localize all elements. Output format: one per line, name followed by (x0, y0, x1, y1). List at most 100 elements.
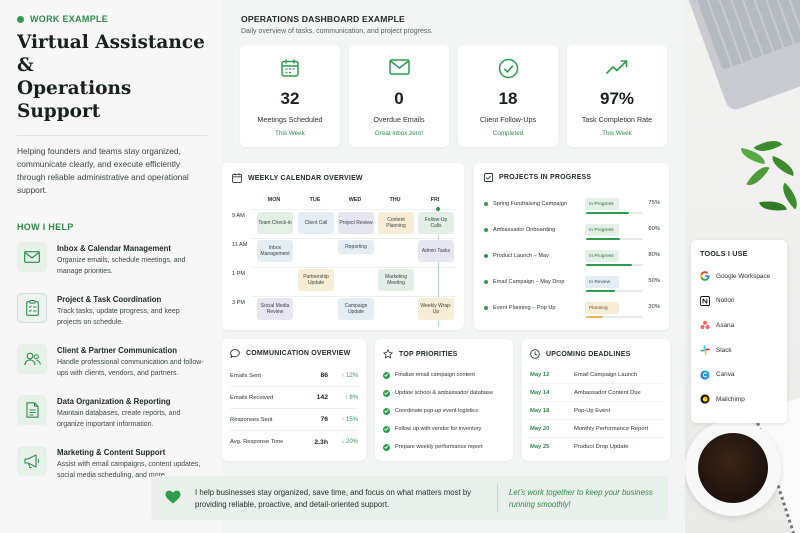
help-item-inbox: Inbox & Calendar Management Organize ema… (17, 242, 206, 293)
progress-percent: 60% (648, 226, 660, 232)
progress-bar (586, 212, 643, 214)
grid-line (252, 209, 455, 210)
progress-percent: 75% (648, 200, 660, 206)
now-dot (436, 207, 440, 211)
notion-icon (700, 295, 710, 306)
hero-description: Helping founders and teams stay organize… (17, 146, 189, 195)
calendar-event[interactable]: Admin Tasks (418, 240, 454, 262)
progress-fill (586, 212, 629, 214)
projects-heading: PROJECTS IN PROGRESS (484, 173, 659, 182)
stat-card-completion: 97% Task Completion Rate This Week (567, 45, 667, 147)
progress-bar (586, 238, 643, 240)
comm-row: Avg. Response Time 2.3h ↓ 20% (230, 438, 358, 446)
slack-icon (700, 345, 710, 355)
status-badge: In Progress (585, 250, 619, 262)
banner-divider (497, 484, 498, 512)
calendar-event[interactable]: Campaign Update (338, 298, 374, 320)
status-dot-icon (484, 228, 488, 232)
calendar-event[interactable]: Team Check-in (257, 212, 293, 234)
calendar-event[interactable]: Marketing Meeting (378, 269, 414, 291)
deadline-row[interactable]: May 12 Email Campaign Launch (530, 366, 662, 384)
status-badge: In Progress (585, 224, 619, 236)
deadline-row[interactable]: May 18 Pop-Up Event (530, 402, 662, 420)
calendar-event[interactable]: Weekly Wrap-Up (418, 298, 454, 320)
tool-canva: Canva (700, 362, 778, 387)
comm-row: Emails Received 142 ↑ 8% (230, 387, 358, 409)
check-icon (383, 407, 390, 415)
mail-icon (349, 58, 449, 80)
comm-row: Responses Sent 76 ↑ 15% (230, 409, 358, 431)
document-icon (17, 395, 47, 425)
calendar-event[interactable]: Partnership Update (298, 269, 334, 291)
calendar-event[interactable]: Project Review (338, 212, 374, 234)
calendar-event[interactable]: Follow-Up Calls (418, 212, 454, 234)
stat-label: Overdue Emails (373, 115, 425, 124)
help-item-marketing: Marketing & Content Support Assist with … (17, 446, 206, 497)
calendar-event[interactable]: Inbox Management (257, 240, 293, 262)
calendar-heading: WEEKLY CALENDAR OVERVIEW (232, 173, 454, 183)
tool-list: Google Workspace Notion Asana Slack Canv… (700, 264, 778, 412)
help-item-project: Project & Task Coordination Track tasks,… (17, 293, 206, 344)
project-row[interactable]: Spring Fundraising Campaign In Progress … (484, 197, 660, 214)
calendar-event[interactable]: Content Planning (378, 212, 414, 234)
progress-bar (586, 316, 643, 318)
stat-foot: Completed (492, 130, 524, 137)
communication-card: COMMUNICATION OVERVIEW Emails Sent 86 ↑ … (222, 339, 366, 461)
left-panel: WORK EXAMPLE Virtual Assistance & Operat… (0, 0, 222, 533)
priorities-heading: TOP PRIORITIES (383, 349, 505, 359)
project-row[interactable]: Product Launch – May In Progress 80% (484, 249, 660, 266)
grid-line (252, 267, 455, 268)
project-row[interactable]: Ambassador Onboarding In Progress 60% (484, 223, 660, 240)
priority-item[interactable]: Follow up with vendor for inventory (383, 420, 481, 438)
time-label: 9 AM (232, 213, 245, 219)
calendar-event[interactable]: Reporting (338, 240, 374, 254)
help-item-communication: Client & Partner Communication Handle pr… (17, 344, 206, 395)
plant-leaf (746, 161, 770, 191)
status-dot-icon (484, 202, 488, 206)
stat-foot: This Week (275, 130, 305, 137)
hero-title: Virtual Assistance & Operations Support (17, 32, 205, 122)
day-header: THU (389, 197, 401, 203)
stat-foot: This Week (602, 130, 632, 137)
deadline-row[interactable]: May 20 Monthly Performance Report (530, 420, 662, 438)
banner-cta: Let’s work together to keep your busines… (509, 488, 653, 509)
google-icon (700, 271, 710, 282)
calendar-event[interactable]: Client Call (298, 212, 334, 234)
plant-leaf (759, 197, 787, 215)
checkbox-icon (484, 173, 493, 182)
weekly-calendar-card: WEEKLY CALENDAR OVERVIEW MON TUE WED THU… (222, 163, 464, 330)
priority-item[interactable]: Finalize email campaign content (383, 366, 475, 384)
check-circle-icon (458, 58, 558, 80)
priority-item[interactable]: Update school & ambassador database (383, 384, 493, 402)
status-badge: In Progress (585, 198, 619, 210)
banner-text: I help businesses stay organized, save t… (195, 488, 472, 509)
calendar-event[interactable]: Social Media Review (257, 298, 293, 320)
check-icon (383, 389, 390, 397)
deadline-row[interactable]: May 25 Product Drop Update (530, 444, 629, 450)
progress-fill (586, 238, 621, 240)
priority-item[interactable]: Prepare weekly performance report (383, 438, 483, 456)
stat-card-emails: 0 Overdue Emails Great inbox zero! (349, 45, 449, 147)
tools-card: TOOLS I USE Google Workspace Notion Asan… (691, 240, 787, 423)
plant-leaf (768, 155, 798, 177)
stat-value: 97% (599, 89, 635, 108)
grid-line (252, 296, 455, 297)
progress-bar (586, 290, 643, 292)
deadline-row[interactable]: May 14 Ambassador Content Due (530, 384, 662, 402)
how-i-help-heading: HOW I HELP (17, 222, 74, 232)
heart-icon (165, 490, 181, 504)
deadlines-heading: UPCOMING DEADLINES (530, 349, 662, 359)
stat-label: Client Follow-Ups (479, 115, 537, 124)
tool-mailchimp: Mailchimp (700, 387, 778, 412)
status-dot-icon (484, 254, 488, 258)
tools-heading: TOOLS I USE (700, 249, 748, 258)
status-badge: In Review (585, 276, 619, 288)
progress-percent: 50% (648, 278, 660, 284)
star-icon (383, 349, 393, 359)
project-row[interactable]: Email Campaign – May Drop In Review 50% (484, 275, 660, 292)
priority-item[interactable]: Coordinate pop-up event logistics (383, 402, 478, 420)
now-line (437, 209, 439, 327)
tool-notion: Notion (700, 289, 778, 314)
project-row[interactable]: Event Planning – Pop Up Planning 30% (484, 301, 660, 318)
stat-value: 32 (280, 89, 300, 108)
